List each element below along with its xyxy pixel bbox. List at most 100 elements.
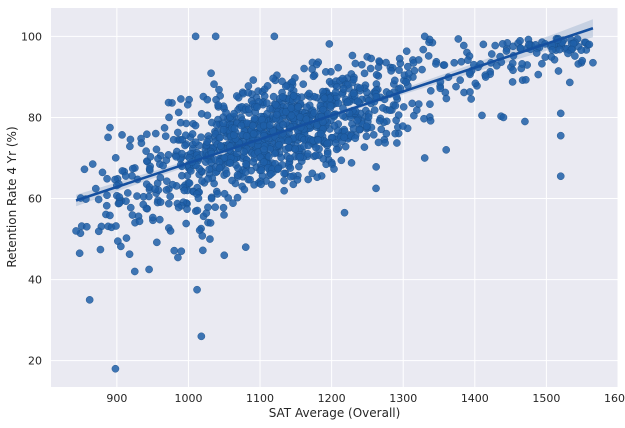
data-point: [96, 245, 105, 254]
data-point: [210, 179, 218, 188]
data-point: [222, 169, 231, 178]
data-point: [185, 95, 193, 104]
data-point: [206, 235, 214, 243]
data-point: [280, 186, 288, 195]
data-point: [420, 154, 429, 162]
data-point: [159, 161, 167, 170]
y-tick-label: 40: [28, 274, 42, 287]
data-point: [498, 40, 507, 48]
x-tick-label: 1400: [461, 392, 489, 405]
data-point: [330, 165, 338, 173]
data-point: [139, 200, 148, 209]
data-point: [106, 211, 114, 220]
data-point: [325, 40, 334, 48]
data-point: [341, 142, 350, 151]
data-point: [250, 114, 259, 123]
data-point: [230, 124, 239, 133]
data-point: [181, 141, 189, 150]
data-point: [467, 95, 475, 103]
data-point: [193, 206, 202, 215]
data-point: [164, 151, 173, 159]
data-point: [229, 199, 237, 208]
data-point: [146, 152, 155, 161]
data-point: [271, 100, 280, 109]
data-point: [112, 222, 120, 230]
data-point: [358, 60, 366, 69]
regression-line-path: [75, 27, 594, 202]
data-point: [454, 35, 463, 43]
y-axis-label: Retention Rate 4 Yr (%): [5, 126, 19, 267]
y-tick-label: 60: [28, 193, 42, 206]
data-point: [286, 154, 294, 163]
data-point: [260, 158, 268, 166]
data-point: [317, 129, 325, 138]
data-point: [331, 88, 340, 97]
data-point: [326, 102, 335, 110]
data-point: [153, 238, 161, 247]
data-point: [452, 82, 460, 91]
data-point: [102, 201, 111, 210]
data-point: [104, 133, 112, 142]
x-tick-label: 900: [106, 392, 127, 405]
data-point: [541, 53, 550, 61]
data-point: [191, 121, 200, 130]
data-point: [391, 76, 399, 85]
data-point: [253, 103, 261, 112]
data-point: [133, 192, 141, 200]
data-point: [125, 250, 134, 258]
data-point: [355, 125, 364, 134]
data-point: [197, 133, 205, 141]
data-point: [393, 139, 401, 147]
data-point: [309, 72, 318, 81]
data-point: [111, 154, 120, 162]
data-point: [263, 82, 272, 90]
data-point: [508, 59, 517, 68]
data-point: [554, 67, 563, 75]
data-point: [585, 40, 594, 49]
data-point: [302, 103, 311, 111]
data-point: [219, 203, 228, 212]
data-point: [122, 197, 130, 205]
data-point: [241, 168, 250, 177]
data-point: [377, 125, 386, 134]
data-point: [459, 41, 468, 50]
data-point: [387, 67, 395, 75]
data-point: [313, 173, 321, 182]
data-point: [349, 89, 358, 98]
data-point: [123, 189, 132, 197]
data-point: [277, 153, 285, 162]
data-point: [424, 52, 433, 60]
data-point: [418, 65, 426, 74]
data-point: [478, 111, 486, 120]
data-point: [203, 111, 212, 120]
data-point: [191, 32, 200, 41]
data-point: [286, 164, 295, 172]
data-point: [457, 57, 466, 66]
data-point: [94, 227, 103, 236]
data-point: [242, 160, 250, 168]
data-point: [492, 61, 501, 70]
data-point: [249, 76, 258, 84]
data-point: [206, 219, 215, 227]
data-point: [219, 119, 228, 128]
data-point: [394, 111, 403, 119]
data-point: [165, 199, 173, 208]
data-point: [578, 56, 587, 65]
data-point: [160, 124, 169, 132]
data-point: [372, 184, 380, 193]
data-point: [534, 70, 543, 79]
data-point: [178, 171, 186, 180]
data-point: [518, 60, 526, 68]
data-point: [487, 50, 496, 58]
data-point: [257, 180, 265, 189]
data-point: [204, 203, 212, 212]
data-point: [128, 211, 137, 219]
data-point: [228, 176, 236, 185]
data-point: [139, 192, 148, 201]
data-point: [82, 222, 91, 231]
data-point: [323, 150, 332, 158]
data-point: [244, 82, 253, 90]
x-tick-label: 1300: [389, 392, 417, 405]
grid: [51, 8, 619, 387]
data-point: [442, 94, 451, 103]
